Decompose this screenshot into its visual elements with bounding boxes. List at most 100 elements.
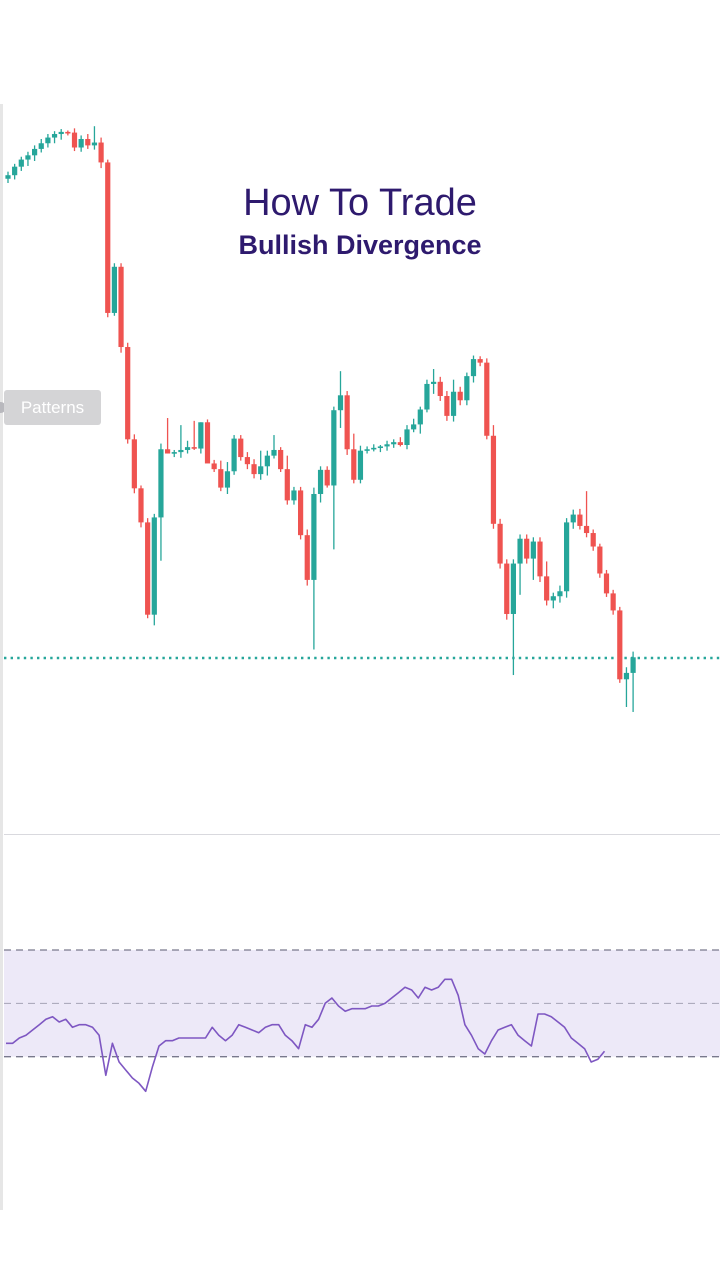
- candle-body: [603, 573, 610, 594]
- candle-body: [238, 438, 244, 458]
- pane-separator: [4, 834, 720, 835]
- candle-body: [610, 593, 616, 611]
- candle-body: [564, 522, 570, 592]
- candle-body: [198, 422, 204, 449]
- candle-body: [317, 469, 324, 494]
- candle-body: [91, 142, 98, 146]
- candle-body: [517, 538, 523, 564]
- candle-body: [371, 447, 377, 450]
- candle-body: [25, 155, 31, 160]
- candle-body: [424, 383, 430, 410]
- candle-body: [411, 424, 417, 430]
- candle-body: [171, 452, 177, 454]
- candle-body: [18, 159, 24, 167]
- candle-body: [284, 469, 290, 501]
- candle-body: [357, 450, 364, 480]
- candle-body: [444, 396, 450, 416]
- candle-body: [224, 471, 231, 488]
- candle-body: [364, 449, 370, 451]
- candle-body: [111, 266, 117, 313]
- candle-body: [98, 142, 104, 163]
- candle-body: [191, 447, 197, 449]
- candle-body: [105, 162, 111, 313]
- candle-body: [71, 132, 78, 148]
- candle-body: [590, 533, 596, 547]
- candle-body: [450, 391, 457, 416]
- candle-body: [258, 466, 264, 475]
- candle-body: [397, 442, 403, 445]
- candle-body: [211, 463, 217, 470]
- candle-body: [178, 449, 184, 453]
- candle-body: [264, 455, 270, 467]
- candle-body: [623, 672, 630, 680]
- candle-body: [570, 514, 576, 523]
- candle-body: [165, 449, 171, 454]
- candle-body: [38, 143, 44, 149]
- candle-body: [437, 381, 443, 397]
- candle-body: [291, 490, 297, 501]
- rsi-band: [4, 950, 720, 1057]
- candle-body: [484, 362, 490, 436]
- candle-body: [490, 435, 497, 524]
- candle-body: [377, 446, 383, 449]
- candle-body: [331, 410, 337, 486]
- candle-body: [617, 610, 623, 680]
- candle-body: [151, 517, 157, 615]
- chart-title: How To Trade: [243, 182, 477, 224]
- candle-body: [324, 469, 330, 486]
- candle-body: [298, 490, 304, 536]
- candle-body: [524, 538, 530, 559]
- candle-body: [231, 438, 237, 472]
- candle-body: [184, 447, 191, 450]
- candle-body: [51, 134, 58, 138]
- candle-body: [557, 591, 563, 597]
- candle-body: [477, 359, 483, 363]
- candle-body: [32, 148, 38, 156]
- patterns-button[interactable]: Patterns: [4, 390, 101, 425]
- candle-body: [530, 541, 536, 559]
- candle-body: [78, 138, 84, 148]
- candle-body: [337, 395, 344, 411]
- candle-body: [204, 422, 211, 464]
- candle-body: [497, 523, 503, 564]
- candle-body: [504, 563, 510, 614]
- candle-body: [417, 409, 423, 425]
- candle-body: [85, 138, 91, 146]
- candle-body: [251, 464, 257, 475]
- candle-body: [510, 563, 516, 614]
- candle-body: [271, 449, 277, 456]
- candle-body: [431, 381, 437, 384]
- candle-body: [65, 131, 71, 134]
- candle-body: [464, 376, 470, 401]
- candle-body: [537, 541, 543, 577]
- panel-handle[interactable]: [0, 402, 6, 413]
- rsi-line: [6, 978, 606, 1093]
- candle-body: [58, 131, 64, 135]
- candle-body: [583, 525, 590, 534]
- candle-body: [630, 657, 636, 673]
- candle-body: [544, 576, 550, 601]
- candle-body: [138, 488, 144, 523]
- candle-body: [344, 395, 350, 450]
- candle-body: [550, 596, 556, 601]
- candle-body: [457, 391, 463, 401]
- candle-body: [384, 444, 390, 447]
- candle-body: [12, 166, 18, 176]
- candle-body: [311, 493, 317, 580]
- candle-body: [404, 429, 410, 445]
- candle-body: [5, 175, 11, 179]
- candle-body: [131, 439, 137, 489]
- candle-body: [470, 359, 477, 377]
- candle-body: [278, 449, 284, 470]
- chart-subtitle: Bullish Divergence: [238, 230, 482, 260]
- candle-body: [351, 449, 357, 480]
- candle-body: [145, 522, 151, 615]
- candle-body: [597, 546, 603, 574]
- candle-body: [304, 535, 310, 580]
- candle-body: [577, 514, 583, 526]
- candle-body: [244, 457, 250, 465]
- candle-body: [391, 442, 397, 445]
- candle-body: [45, 137, 51, 144]
